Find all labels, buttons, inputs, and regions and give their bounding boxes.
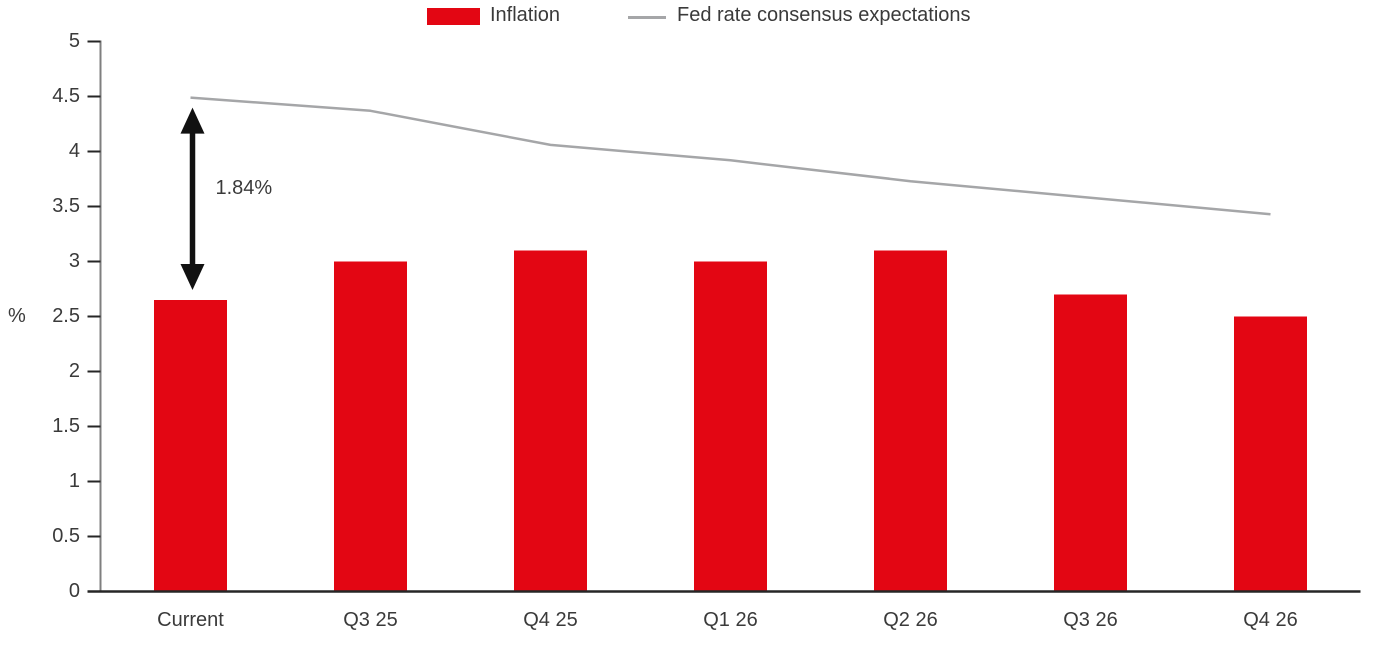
bar-q4-26 xyxy=(1234,316,1307,592)
x-tick-label-q1-26: Q1 26 xyxy=(703,609,758,631)
legend-fed-line-swatch xyxy=(628,16,666,19)
gap-arrow-head-down xyxy=(180,264,205,290)
y-tick-label-1: 1 xyxy=(68,469,80,492)
gap-arrow-head-up xyxy=(180,107,205,134)
legend-inflation-label: Inflation xyxy=(490,4,561,26)
y-tick-label-2: 2 xyxy=(68,359,80,382)
bar-q3-26 xyxy=(1054,294,1127,592)
bar-q4-25 xyxy=(514,250,587,592)
fed-rate-trend-line xyxy=(190,96,1271,216)
y-tick-label-1-5: 1.5 xyxy=(52,414,80,437)
x-tick-label-q3-25: Q3 25 xyxy=(343,609,398,631)
y-tick-label-4: 4 xyxy=(68,139,80,162)
y-tick-label-3: 3 xyxy=(68,249,80,272)
bar-q1-26 xyxy=(694,261,767,592)
y-tick-label-4-5: 4.5 xyxy=(52,84,80,107)
x-tick-label-current: Current xyxy=(157,609,224,631)
x-tick-label-q4-25: Q4 25 xyxy=(523,609,578,631)
y-tick-label-0-5: 0.5 xyxy=(52,524,80,547)
legend-inflation-swatch xyxy=(427,8,480,25)
y-tick-label-0: 0 xyxy=(68,579,80,602)
gap-annotation-label: 1.84% xyxy=(215,176,273,199)
bar-q2-26 xyxy=(874,250,947,592)
x-tick-label-q4-26: Q4 26 xyxy=(1243,609,1298,631)
x-tick-label-q2-26: Q2 26 xyxy=(883,609,938,631)
y-tick-label-3-5: 3.5 xyxy=(52,194,80,217)
y-tick-label-5: 5 xyxy=(68,29,80,52)
x-tick-label-q3-26: Q3 26 xyxy=(1063,609,1118,631)
y-tick-label-2-5: 2.5 xyxy=(52,304,80,327)
legend-fed-rate-label: Fed rate consensus expectations xyxy=(677,4,971,26)
bar-current xyxy=(154,300,227,592)
bar-q3-25 xyxy=(334,261,407,592)
y-axis-unit-label: % xyxy=(8,304,26,327)
